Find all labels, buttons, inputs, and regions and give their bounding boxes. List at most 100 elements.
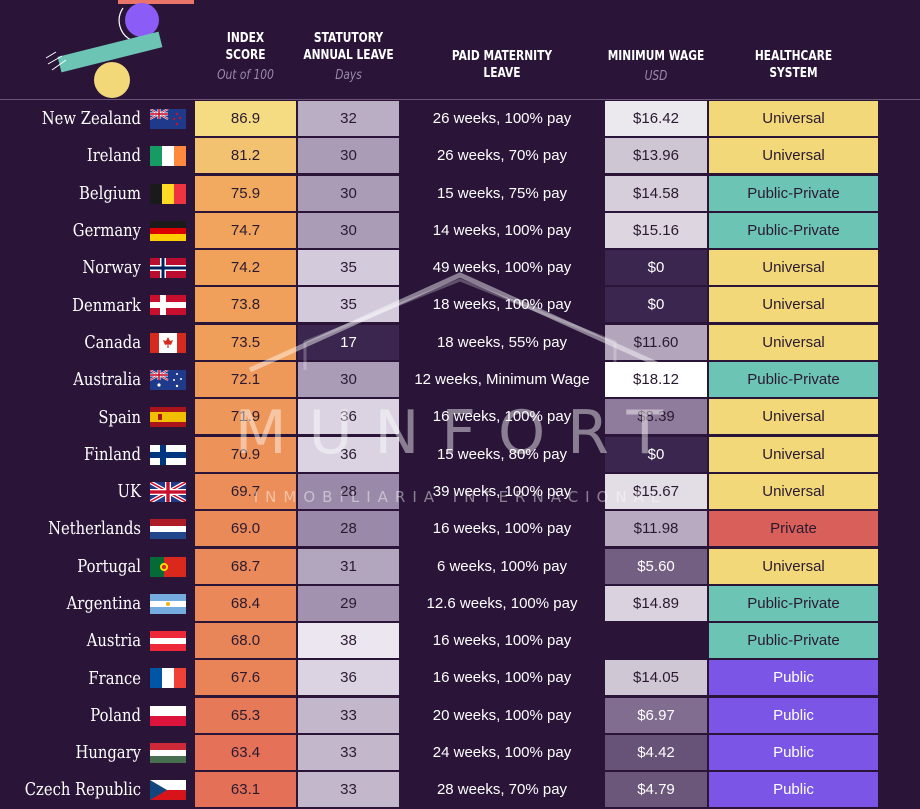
maternity-leave-cell: 26 weeks, 70% pay: [401, 138, 603, 174]
maternity-leave-cell: 15 weeks, 75% pay: [401, 175, 603, 211]
austria-flag-icon: [150, 631, 186, 652]
country-name: Finland: [84, 443, 141, 465]
annual-leave-cell: 30: [298, 138, 399, 174]
annual-leave-cell: 28: [298, 473, 399, 509]
index-score-cell: 69.0: [195, 511, 296, 547]
country-name: New Zealand: [41, 108, 141, 130]
country-name: France: [88, 667, 141, 689]
annual-leave-cell: 33: [298, 697, 399, 733]
index-score-cell: 68.4: [195, 585, 296, 621]
country-name: Canada: [84, 331, 141, 353]
new-zealand-flag-icon: [150, 109, 186, 129]
country-name: Australia: [73, 369, 141, 391]
country-table: New Zealand 86.9 32 26 weeks, 100% pay $…: [0, 100, 920, 809]
healthcare-system-cell: Universal: [709, 287, 878, 323]
maternity-leave-cell: 39 weeks, 100% pay: [401, 473, 603, 509]
table-row: Hungary 63.4 33 24 weeks, 100% pay $4.42…: [0, 734, 920, 771]
norway-flag-icon: [150, 258, 186, 279]
country-name: Belgium: [79, 182, 141, 204]
minimum-wage-cell: $14.05: [605, 660, 707, 696]
healthcare-system-cell: Public-Private: [709, 175, 878, 211]
maternity-leave-cell: 18 weeks, 55% pay: [401, 324, 603, 360]
index-score-cell: 86.9: [195, 101, 296, 136]
table-row: Poland 65.3 33 20 weeks, 100% pay $6.97 …: [0, 697, 920, 734]
table-row: Portugal 68.7 31 6 weeks, 100% pay $5.60…: [0, 548, 920, 585]
table-row: Finland 70.9 36 15 weeks, 80% pay $0 Uni…: [0, 436, 920, 473]
maternity-leave-cell: 16 weeks, 100% pay: [401, 660, 603, 696]
france-flag-icon: [150, 668, 186, 689]
annual-leave-cell: 33: [298, 772, 399, 808]
index-score-cell: 74.2: [195, 250, 296, 286]
table-row: Czech Republic 63.1 33 28 weeks, 70% pay…: [0, 771, 920, 808]
maternity-leave-cell: 20 weeks, 100% pay: [401, 697, 603, 733]
poland-flag-icon: [150, 705, 186, 726]
minimum-wage-cell: $4.42: [605, 735, 707, 771]
maternity-leave-cell: 16 weeks, 100% pay: [401, 623, 603, 659]
healthcare-system-cell: Public: [709, 660, 878, 696]
table-row: Belgium 75.9 30 15 weeks, 75% pay $14.58…: [0, 175, 920, 212]
country-name: Denmark: [72, 294, 141, 316]
country-name: UK: [117, 481, 141, 503]
hungary-flag-icon: [150, 743, 186, 764]
index-score-cell: 73.5: [195, 324, 296, 360]
annual-leave-cell: 30: [298, 175, 399, 211]
index-score-cell: 70.9: [195, 436, 296, 472]
table-row: UK 69.7 28 39 weeks, 100% pay $15.67 Uni…: [0, 473, 920, 510]
healthcare-system-cell: Universal: [709, 399, 878, 435]
table-row: New Zealand 86.9 32 26 weeks, 100% pay $…: [0, 100, 920, 137]
annual-leave-cell: 29: [298, 585, 399, 621]
maternity-leave-cell: 49 weeks, 100% pay: [401, 250, 603, 286]
table-row: Ireland 81.2 30 26 weeks, 70% pay $13.96…: [0, 137, 920, 174]
header-divider: [0, 99, 920, 100]
country-name: Argentina: [66, 593, 141, 614]
maternity-leave-cell: 12.6 weeks, 100% pay: [401, 585, 603, 621]
finland-flag-icon: [150, 444, 186, 465]
minimum-wage-cell: $14.89: [605, 585, 707, 621]
purple-circle-shape: [125, 3, 159, 37]
header-minimum-wage: MINIMUM WAGE USD: [607, 49, 705, 84]
portugal-flag-icon: [150, 556, 186, 577]
country-name: Austria: [86, 630, 141, 652]
maternity-leave-cell: 24 weeks, 100% pay: [401, 735, 603, 771]
table-row: France 67.6 36 16 weeks, 100% pay $14.05…: [0, 659, 920, 696]
teal-bar-shape: [57, 31, 163, 73]
index-score-cell: 67.6: [195, 660, 296, 696]
stripes-shape: [45, 51, 67, 71]
healthcare-system-cell: Universal: [709, 548, 878, 584]
index-score-cell: 63.4: [195, 735, 296, 771]
coral-bar-shape: [118, 0, 194, 4]
ireland-flag-icon: [150, 146, 186, 167]
maternity-leave-cell: 28 weeks, 70% pay: [401, 772, 603, 808]
country-name: Norway: [82, 257, 141, 279]
annual-leave-cell: 35: [298, 250, 399, 286]
maternity-leave-cell: 12 weeks, Minimum Wage: [401, 362, 603, 398]
healthcare-system-cell: Private: [709, 511, 878, 547]
australia-flag-icon: [150, 370, 186, 391]
country-name: Spain: [98, 406, 141, 428]
minimum-wage-cell: $0: [605, 250, 707, 286]
spain-flag-icon: [150, 407, 186, 428]
maternity-leave-cell: 26 weeks, 100% pay: [401, 101, 603, 136]
healthcare-system-cell: Universal: [709, 138, 878, 174]
denmark-flag-icon: [150, 295, 186, 316]
annual-leave-cell: 35: [298, 287, 399, 323]
country-name: Ireland: [86, 145, 141, 167]
healthcare-system-cell: Public: [709, 735, 878, 771]
index-score-cell: 63.1: [195, 772, 296, 808]
annual-leave-cell: 33: [298, 735, 399, 771]
minimum-wage-cell: $4.79: [605, 772, 707, 808]
minimum-wage-cell: $11.60: [605, 324, 707, 360]
minimum-wage-cell: $15.67: [605, 473, 707, 509]
index-score-cell: 81.2: [195, 138, 296, 174]
maternity-leave-cell: 15 weeks, 80% pay: [401, 436, 603, 472]
germany-flag-icon: [150, 220, 186, 241]
maternity-leave-cell: 6 weeks, 100% pay: [401, 548, 603, 584]
index-score-cell: 75.9: [195, 175, 296, 211]
minimum-wage-cell: $11.98: [605, 511, 707, 547]
table-row: Argentina 68.4 29 12.6 weeks, 100% pay $…: [0, 585, 920, 622]
annual-leave-cell: 32: [298, 101, 399, 136]
country-name: Portugal: [77, 555, 141, 577]
healthcare-system-cell: Universal: [709, 324, 878, 360]
minimum-wage-cell: $0: [605, 436, 707, 472]
index-score-cell: 71.9: [195, 399, 296, 435]
